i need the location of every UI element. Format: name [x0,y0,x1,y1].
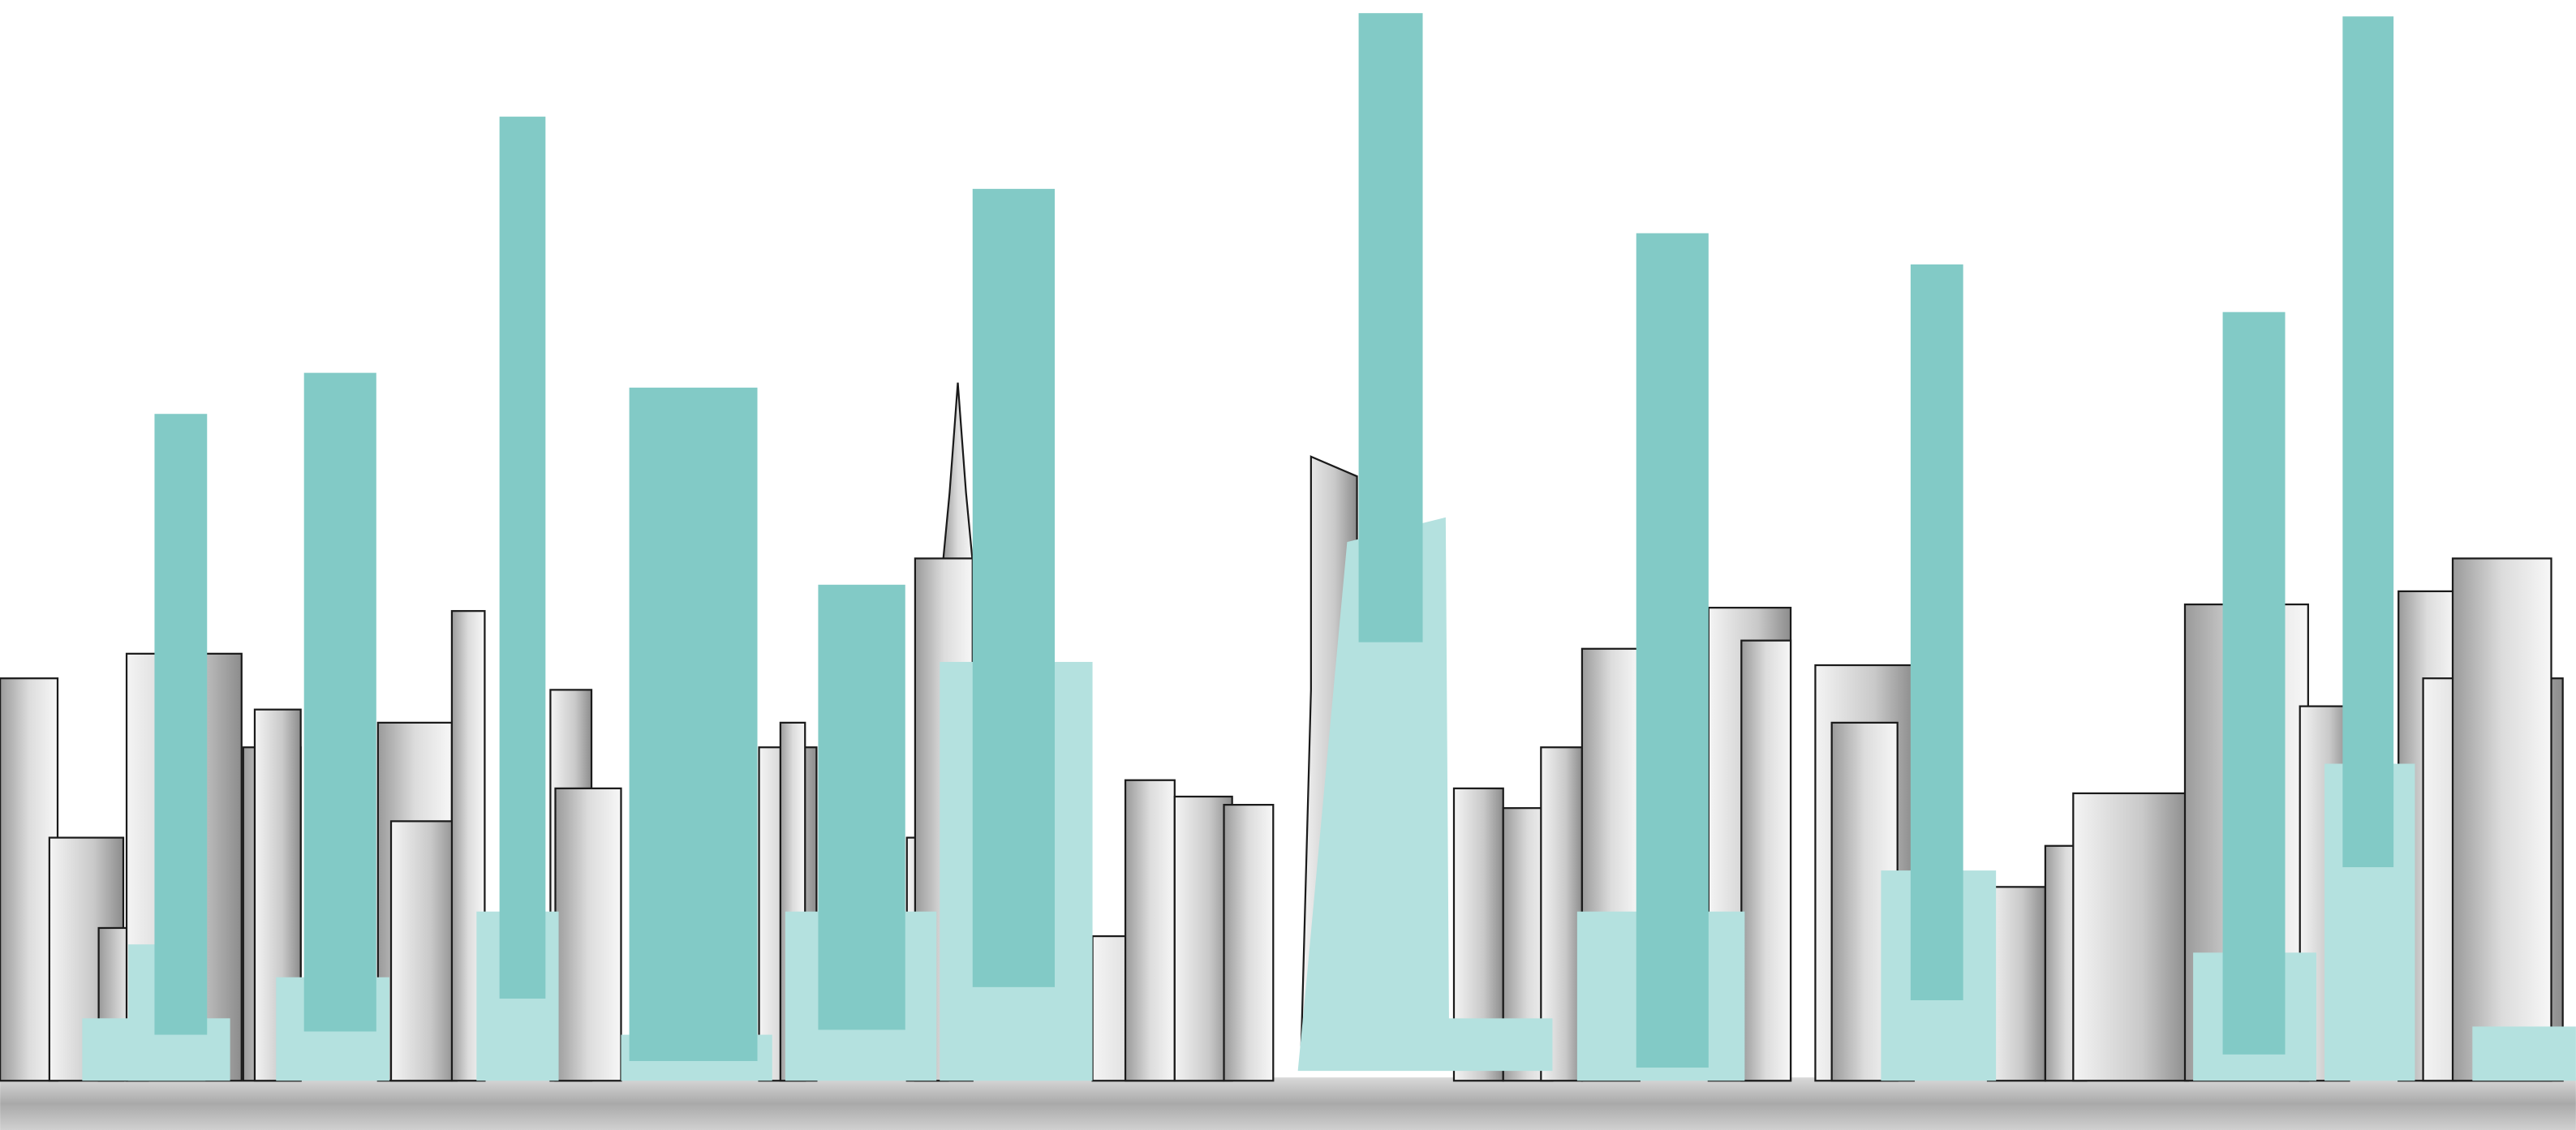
building [1173,795,1233,1082]
ground [0,1077,2576,1130]
bar-base [1297,517,1553,1072]
teal-bar [1358,13,1423,642]
teal-bar [972,188,1055,987]
building [1124,779,1176,1082]
building [2451,557,2552,1082]
teal-bar [629,387,758,1061]
teal-bar [1636,233,1709,1068]
teal-bar [1910,264,1963,1001]
bar-base [2472,1026,2576,1081]
teal-bar [499,116,546,999]
building [389,820,458,1082]
building [2072,792,2190,1082]
building [554,787,622,1082]
spire [942,382,974,563]
teal-bar [303,372,376,1032]
building [1740,639,1792,1082]
teal-bar [154,414,208,1035]
teal-bar [818,584,905,1030]
teal-bar [2222,312,2286,1055]
building [1986,886,2047,1082]
teal-bar [2342,16,2394,868]
bars [154,13,2394,1068]
building [1223,803,1275,1082]
